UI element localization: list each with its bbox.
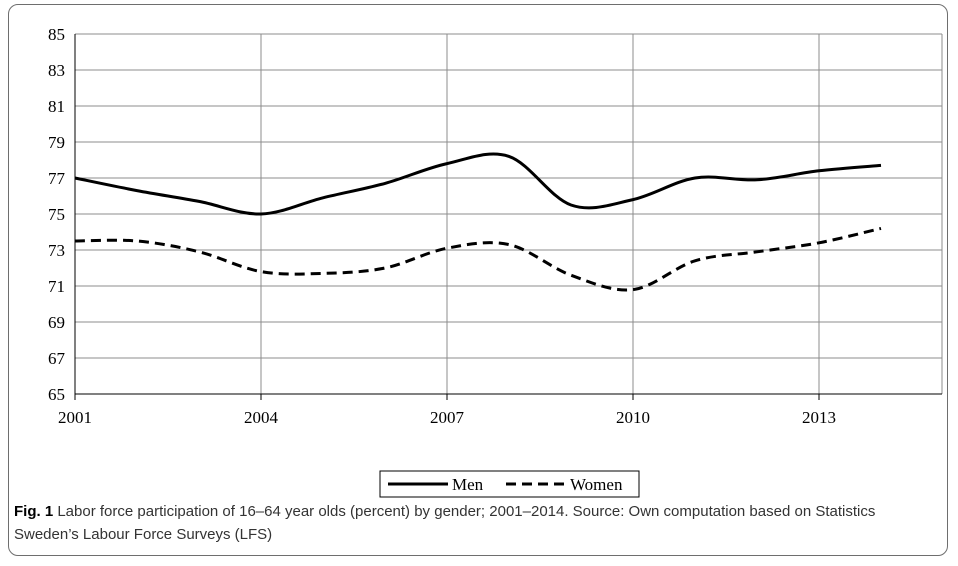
x-tick-label: 2013 [802,408,836,427]
legend-label-men: Men [452,475,484,494]
y-tick-label: 83 [48,61,65,80]
caption-text: Labor force participation of 16–64 year … [14,503,876,543]
legend: Men Women [379,470,640,498]
y-tick-label: 73 [48,241,65,260]
series-line-women [74,226,882,292]
y-tick-label: 79 [48,133,65,152]
figure-caption: Fig. 1 Labor force participation of 16–6… [14,500,944,546]
x-tick-label: 2004 [244,408,279,427]
y-tick-label: 77 [48,169,66,188]
series-line-men [74,152,882,216]
legend-label-women: Women [570,475,623,494]
figure-label: Fig. 1 [14,503,54,520]
y-tick-label: 65 [48,385,65,404]
y-tick-label: 85 [48,25,65,44]
y-tick-label: 71 [48,277,65,296]
x-tick-label: 2010 [616,408,650,427]
x-tick-label: 2007 [430,408,465,427]
figure-frame [8,4,948,556]
y-tick-label: 81 [48,97,65,116]
y-tick-label: 69 [48,313,65,332]
y-tick-label: 67 [48,349,66,368]
y-tick-label: 75 [48,205,65,224]
x-tick-label: 2001 [58,408,92,427]
